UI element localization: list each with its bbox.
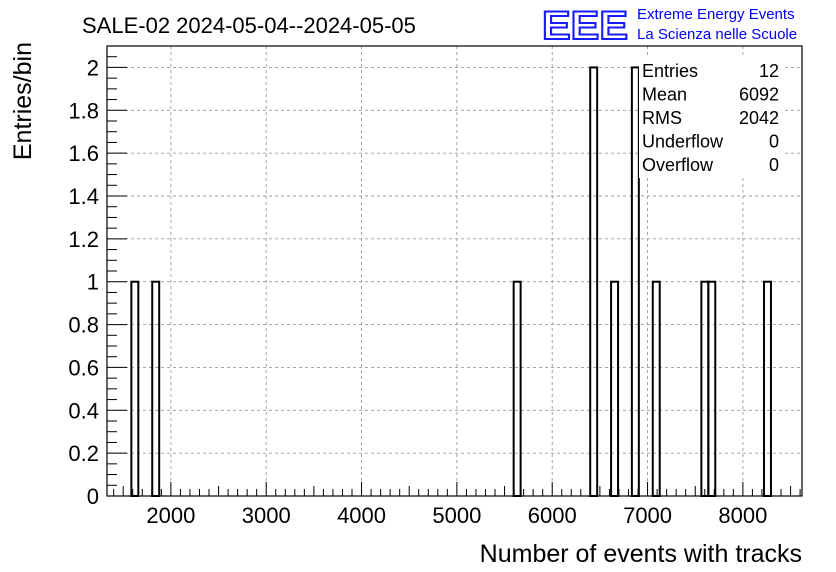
stats-value: 0	[769, 155, 779, 175]
y-tick-label: 1.6	[68, 141, 99, 166]
brand-line-2: La Scienza nelle Scuole	[637, 26, 797, 43]
stats-label: RMS	[642, 108, 682, 128]
y-tick-labels: 0 0.2 0.4 0.6 0.8 1 1.2 1.4 1.6 1.8 2	[68, 55, 99, 509]
x-tick-label: 8000	[718, 503, 767, 528]
chart-title: SALE-02 2024-05-04--2024-05-05	[82, 13, 416, 38]
histogram-bar	[707, 280, 717, 498]
x-tick-label: 4000	[337, 503, 386, 528]
histogram-bar	[130, 280, 140, 498]
histogram-bar	[151, 280, 161, 498]
stats-label: Underflow	[642, 132, 724, 152]
stats-box: Entries 12 Mean 6092 RMS 2042 Underflow 0 Overfl…	[639, 58, 784, 178]
y-tick-label: 1.4	[68, 184, 99, 209]
histogram-bar	[700, 280, 710, 498]
axis-ticks	[107, 45, 801, 497]
x-tick-label: 7000	[623, 503, 672, 528]
stats-value: 12	[759, 61, 779, 81]
stats-background	[639, 58, 784, 178]
y-tick-label: 0.4	[68, 398, 99, 423]
stats-label: Entries	[642, 61, 698, 81]
histogram-bar	[610, 280, 620, 498]
eee-logo-mark: EEE	[542, 4, 628, 48]
y-tick-label: 0.2	[68, 441, 99, 466]
x-axis-title: Number of events with tracks	[480, 540, 802, 568]
histogram-bar	[651, 280, 661, 498]
y-tick-label: 1.2	[68, 227, 99, 252]
x-tick-label: 5000	[432, 503, 481, 528]
x-tick-label: 6000	[528, 503, 577, 528]
histogram-bar	[512, 280, 522, 498]
y-tick-label: 1.8	[68, 98, 99, 123]
y-tick-label: 2	[87, 55, 99, 80]
y-tick-label: 0	[87, 484, 99, 509]
brand-line-1: Extreme Energy Events	[637, 6, 795, 23]
stats-value: 2042	[739, 108, 779, 128]
eee-logo: EEE Extreme Energy Events La Scienza nel…	[541, 3, 797, 49]
stats-value: 0	[769, 132, 779, 152]
stats-value: 6092	[739, 85, 779, 105]
stats-label: Overflow	[642, 155, 714, 175]
x-tick-label: 3000	[242, 503, 291, 528]
histogram-bars	[130, 66, 772, 498]
x-tick-label: 2000	[146, 503, 195, 528]
y-tick-label: 0.8	[68, 313, 99, 338]
y-tick-label: 1	[87, 270, 99, 295]
x-tick-labels: 2000 3000 4000 5000 6000 7000 8000	[146, 503, 767, 528]
histogram-bar	[763, 280, 772, 498]
stats-label: Mean	[642, 85, 687, 105]
y-axis-title: Entries/bin	[9, 42, 37, 160]
y-tick-label: 0.6	[68, 355, 99, 380]
